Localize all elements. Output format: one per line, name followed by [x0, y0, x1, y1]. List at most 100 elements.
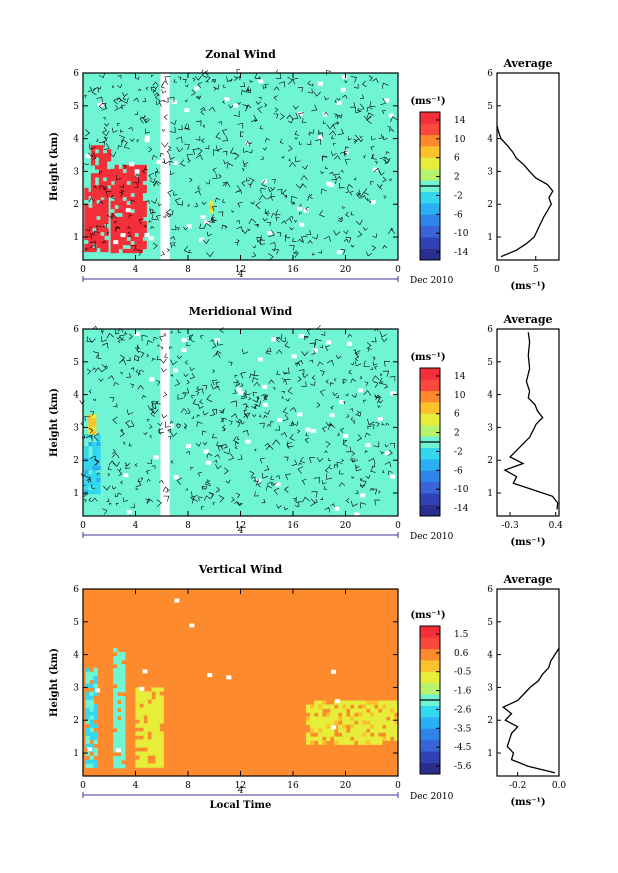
contour-line: [372, 233, 377, 238]
x-tick-label: 0: [395, 521, 401, 531]
contour-line: [382, 157, 391, 164]
contour-line: [118, 359, 127, 366]
date-label: 4: [238, 526, 244, 536]
contour-line: [246, 86, 251, 91]
heatmap-cell: [342, 700, 347, 705]
heatmap-cell: [147, 711, 152, 716]
contour-line: [384, 461, 392, 468]
contour-line: [297, 86, 303, 92]
heatmap-cell: [96, 445, 101, 451]
contour-line: [280, 155, 285, 159]
contour-line: [355, 411, 362, 417]
contour-line: [135, 369, 139, 374]
contour-line: [270, 421, 274, 425]
heatmap-cell: [155, 723, 160, 728]
profile-y-tick-label: 2: [487, 456, 493, 466]
missing-data-cell: [238, 391, 244, 396]
missing-data-cell: [299, 222, 305, 227]
contour-line: [128, 214, 133, 219]
heatmap-cell: [121, 732, 126, 737]
contour-line: [262, 85, 267, 89]
heatmap-cell: [310, 736, 315, 741]
heatmap-cell: [92, 426, 97, 431]
contour-line: [292, 252, 298, 258]
heatmap-cell: [126, 164, 131, 170]
contour-line: [228, 361, 233, 367]
heatmap-cell: [354, 728, 359, 733]
colorbar-swatch: [420, 504, 440, 517]
contour-line: [222, 100, 225, 104]
contour-line: [340, 169, 344, 173]
heatmap-cell: [93, 675, 98, 681]
contour-line: [256, 237, 262, 243]
contour-line: [236, 76, 241, 81]
contour-line: [329, 382, 334, 387]
heatmap-cell: [151, 739, 156, 744]
heatmap-cell: [121, 696, 126, 701]
contour-line: [219, 409, 224, 414]
heatmap-cell: [159, 687, 164, 692]
heatmap-patch-yellow-dot: [209, 200, 214, 214]
heatmap-cell: [92, 215, 97, 221]
contour-line: [102, 223, 107, 228]
contour-line: [354, 356, 359, 362]
heatmap-cell: [96, 207, 101, 213]
contour-line: [204, 145, 210, 150]
heatmap-cell: [89, 695, 94, 701]
heatmap-cell: [151, 751, 156, 756]
contour-line: [92, 398, 97, 402]
contour-line: [270, 186, 276, 191]
heatmap-cell: [310, 724, 315, 729]
colorbar-unit: (ms⁻¹): [410, 96, 445, 107]
contour-line: [170, 420, 174, 424]
heatmap-cell: [138, 168, 143, 174]
missing-data-cell: [129, 162, 135, 167]
heatmap-cell: [121, 764, 126, 769]
heatmap-cell: [366, 732, 371, 737]
heatmap-cell: [143, 691, 148, 696]
heatmap-cell: [84, 461, 89, 467]
missing-data-cell: [214, 338, 220, 343]
heatmap-cell: [143, 763, 148, 768]
heatmap-cell: [98, 193, 104, 198]
heatmap-cell: [151, 715, 156, 720]
contour-line: [175, 423, 180, 429]
heatmap-cell: [326, 728, 331, 733]
contour-line: [120, 480, 123, 485]
contour-line: [111, 214, 118, 220]
contour-line: [125, 463, 131, 469]
contour-line: [149, 207, 153, 211]
heatmap-cell: [126, 240, 131, 246]
contour-line: [143, 224, 147, 228]
contour-line: [326, 359, 334, 366]
contour-line: [366, 251, 372, 257]
heatmap-cell: [104, 215, 109, 221]
contour-line: [170, 359, 178, 366]
contour-line: [133, 97, 140, 103]
contour-line: [83, 499, 87, 503]
contour-line: [382, 176, 387, 183]
missing-data-cell: [305, 427, 311, 432]
colorbar-tick-label: 10: [454, 391, 466, 401]
heatmap-cell: [121, 740, 126, 745]
contour-line: [346, 446, 352, 453]
heatmap-cell: [93, 691, 98, 697]
heatmap-cell: [138, 224, 143, 230]
heatmap-cell: [142, 228, 147, 234]
contour-line: [88, 337, 96, 343]
contour-line: [272, 439, 281, 445]
contour-line: [202, 485, 208, 490]
contour-line: [284, 506, 289, 511]
heatmap-cell: [159, 695, 164, 700]
heatmap-cell: [354, 708, 359, 713]
contour-line: [236, 69, 241, 74]
contour-line: [297, 466, 304, 474]
heatmap-cell: [118, 188, 123, 194]
heatmap-cell: [306, 720, 311, 725]
heatmap-cell: [314, 716, 319, 721]
heatmap-cell: [330, 704, 335, 709]
contour-line: [291, 459, 298, 466]
contour-line: [124, 462, 131, 467]
heatmap-cell: [334, 736, 339, 741]
